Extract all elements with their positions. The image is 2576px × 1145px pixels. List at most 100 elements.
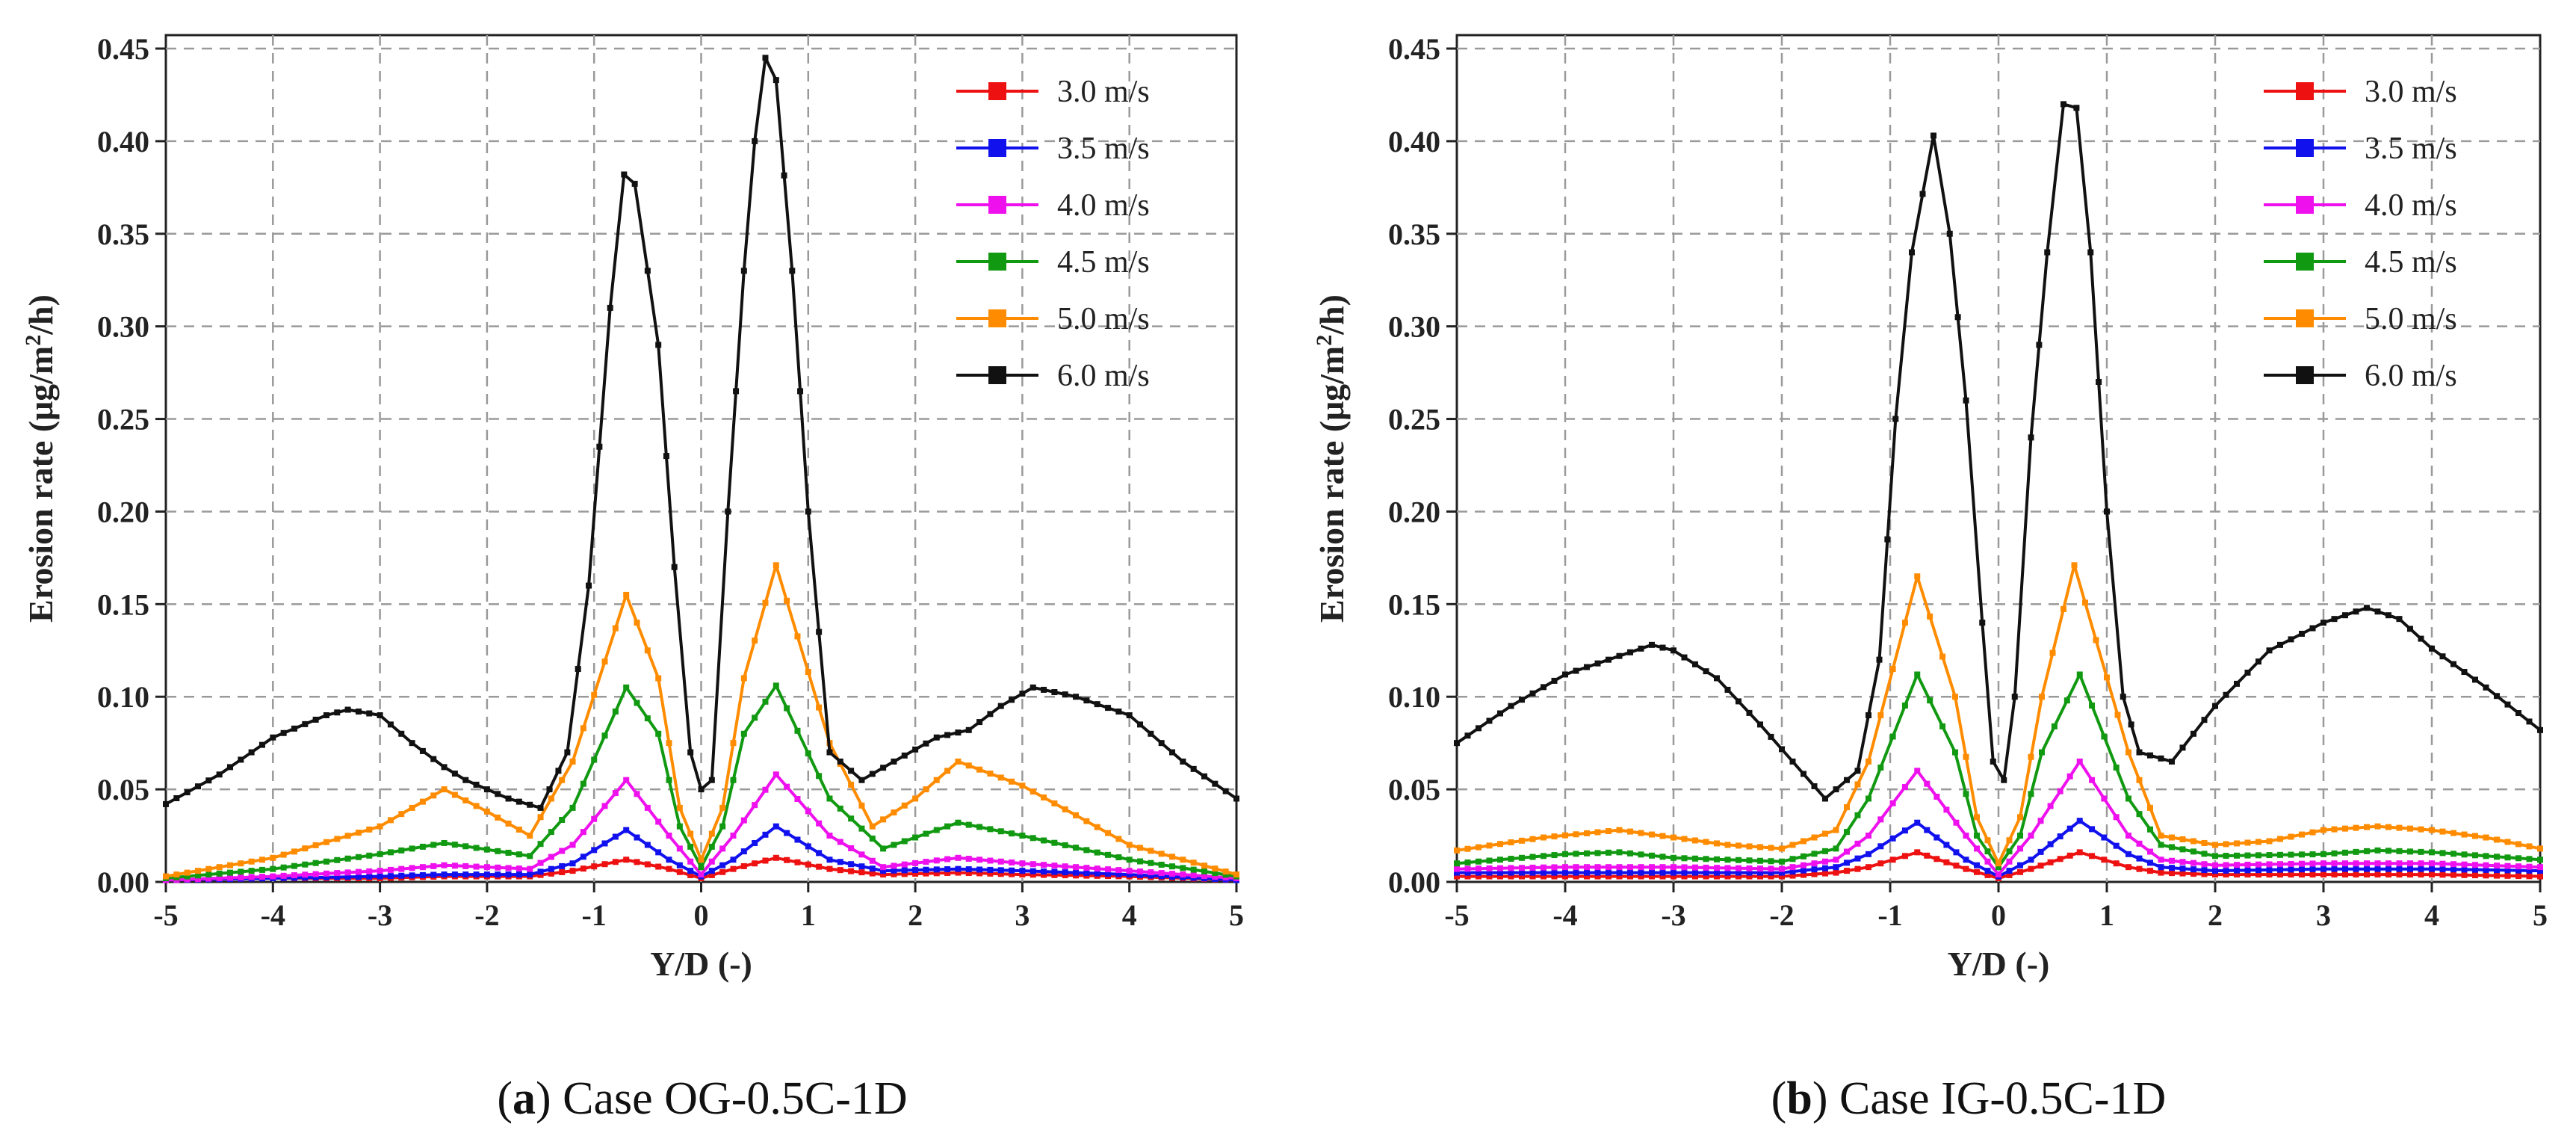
data-point: [1486, 857, 1493, 864]
data-point: [740, 268, 747, 274]
data-point: [901, 871, 908, 877]
data-point: [2277, 866, 2283, 873]
data-point: [515, 798, 522, 805]
data-point: [1659, 833, 1666, 839]
data-point: [1866, 851, 1871, 857]
data-point: [621, 171, 628, 178]
data-point: [2396, 865, 2403, 872]
data-point: [430, 862, 437, 869]
data-point: [1594, 660, 1601, 667]
data-point: [2255, 861, 2261, 868]
data-point: [2439, 860, 2446, 867]
data-point: [2006, 837, 2013, 844]
data-point: [2057, 788, 2063, 794]
legend-item: 3.0 m/s: [2264, 75, 2457, 109]
data-point: [344, 869, 351, 876]
data-point: [2011, 694, 2018, 700]
data-point: [730, 857, 737, 863]
data-point: [1768, 869, 1774, 876]
data-point: [1919, 191, 1926, 197]
data-point: [762, 831, 769, 838]
data-point: [944, 866, 951, 873]
data-point: [2418, 635, 2424, 642]
data-point: [226, 764, 233, 771]
data-point: [1984, 868, 1991, 874]
data-point: [2385, 612, 2391, 619]
data-point: [1616, 827, 1623, 833]
data-point: [740, 730, 747, 737]
data-point: [2179, 865, 2186, 872]
data-point: [762, 698, 769, 705]
data-point: [226, 869, 233, 876]
y-tick-label: 0.20: [97, 495, 149, 528]
data-point: [1692, 864, 1698, 871]
data-point: [1062, 869, 1068, 876]
data-point: [1212, 865, 1219, 872]
data-point: [537, 841, 544, 848]
data-point: [1009, 697, 1015, 703]
data-point: [2504, 862, 2511, 869]
data-point: [451, 771, 458, 777]
data-point: [2266, 866, 2273, 873]
data-point: [2037, 818, 2044, 824]
data-point: [1901, 853, 1908, 859]
data-point: [1594, 850, 1601, 857]
data-point: [997, 867, 1004, 874]
data-point: [2017, 862, 2023, 868]
data-point: [2364, 871, 2370, 878]
data-point: [194, 872, 201, 879]
data-point: [1963, 857, 1969, 863]
data-point: [419, 747, 426, 754]
data-point: [2537, 868, 2543, 874]
data-point: [2006, 868, 2013, 874]
x-tick-label: -1: [582, 898, 607, 932]
data-point: [596, 443, 603, 450]
legend-marker: [988, 366, 1006, 384]
data-point: [2299, 831, 2305, 838]
data-point: [569, 868, 576, 874]
data-point: [1158, 861, 1165, 868]
data-point: [2472, 676, 2478, 683]
data-point: [1627, 828, 1633, 835]
data-point: [2299, 871, 2305, 878]
data-point: [987, 826, 994, 833]
data-point: [1952, 694, 1958, 700]
legend-marker: [988, 309, 1006, 327]
data-point: [2158, 857, 2164, 863]
data-point: [740, 675, 747, 682]
data-point: [634, 859, 640, 865]
data-point: [2158, 869, 2164, 876]
data-point: [580, 829, 586, 836]
data-point: [1051, 871, 1058, 878]
data-point: [580, 865, 586, 872]
data-point: [1963, 865, 1969, 872]
data-point: [1811, 783, 1818, 789]
legend-label: 3.0 m/s: [1057, 75, 1150, 109]
y-tick-label: 0.20: [1388, 495, 1440, 528]
data-point: [2039, 694, 2045, 700]
y-tick-label: 0.30: [97, 310, 149, 344]
data-point: [837, 859, 843, 865]
data-point: [773, 854, 779, 861]
data-point: [462, 843, 469, 850]
data-point: [987, 771, 994, 777]
data-point: [387, 866, 394, 873]
data-point: [495, 814, 501, 821]
data-point: [912, 834, 919, 841]
data-point: [2342, 860, 2348, 867]
data-point: [2537, 845, 2543, 852]
data-point: [2309, 860, 2316, 867]
data-point: [719, 862, 726, 868]
data-point: [280, 872, 287, 879]
data-point: [2429, 645, 2435, 652]
data-point: [1789, 872, 1796, 879]
data-point: [1768, 845, 1774, 851]
data-point: [2255, 871, 2261, 878]
series-line: [1456, 564, 2541, 865]
legend-item: 3.0 m/s: [956, 75, 1150, 109]
data-point: [858, 802, 865, 809]
data-point: [1844, 777, 1850, 783]
data-point: [1927, 613, 1933, 620]
data-point: [1963, 753, 1969, 760]
data-point: [2190, 838, 2196, 845]
